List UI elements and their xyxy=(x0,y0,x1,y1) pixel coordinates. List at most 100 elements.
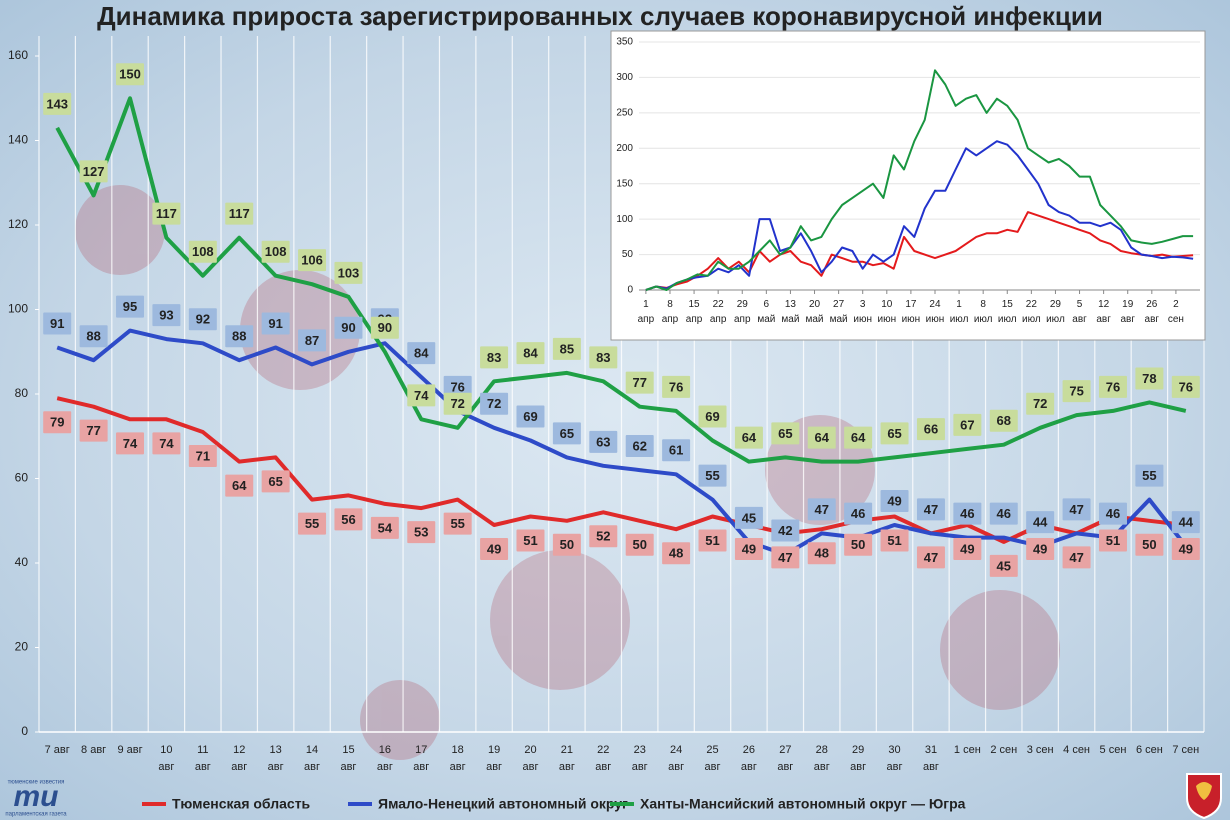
inset-x-tick-label: 10 июн xyxy=(877,299,896,325)
x-tick-label: 8 авг xyxy=(81,744,106,756)
value-label: 44 xyxy=(1033,515,1048,530)
value-label: 88 xyxy=(86,329,100,344)
value-label-box xyxy=(552,422,581,445)
y-tick-label: 60 xyxy=(15,471,29,485)
value-label-box xyxy=(480,346,509,369)
value-label: 55 xyxy=(1142,468,1156,483)
x-tick-label: 14 авг xyxy=(304,744,320,773)
value-label-box xyxy=(1026,537,1055,560)
value-label: 95 xyxy=(123,299,137,314)
logo-bottom: парламентская газета xyxy=(5,812,67,818)
value-label-box xyxy=(880,529,909,552)
value-label-box xyxy=(1171,375,1200,398)
value-label-box xyxy=(734,537,763,560)
x-tick-label: 18 авг xyxy=(450,744,466,773)
inset-y-tick-label: 250 xyxy=(616,107,633,118)
value-label: 117 xyxy=(229,206,250,221)
value-label: 69 xyxy=(523,409,537,424)
value-label-box xyxy=(1135,367,1164,390)
x-tick-label: 30 авг xyxy=(887,744,903,773)
value-label-box xyxy=(589,430,618,453)
value-label-box xyxy=(916,498,945,521)
series-line xyxy=(645,211,1194,291)
inset-y-tick-label: 0 xyxy=(627,285,633,296)
value-label: 76 xyxy=(450,379,464,394)
value-label-box xyxy=(1135,533,1164,556)
value-label-box xyxy=(734,506,763,529)
value-label-box xyxy=(79,160,108,183)
value-label: 65 xyxy=(560,426,574,441)
inset-x-tick-label: 27 май xyxy=(830,299,848,325)
value-label: 77 xyxy=(632,375,646,390)
value-label-box xyxy=(916,418,945,441)
value-label-box xyxy=(989,409,1018,432)
x-tick-label: 2 сен xyxy=(990,744,1017,756)
x-tick-label: 31 авг xyxy=(923,744,939,773)
value-label: 64 xyxy=(742,430,757,445)
value-label: 87 xyxy=(305,333,319,348)
value-label-box xyxy=(298,329,327,352)
value-label-box xyxy=(116,63,145,86)
value-label-box xyxy=(188,240,217,263)
value-label-box xyxy=(261,240,290,263)
value-label: 49 xyxy=(1033,541,1047,556)
value-label: 74 xyxy=(123,436,138,451)
value-label: 46 xyxy=(960,506,974,521)
value-label-box xyxy=(480,392,509,415)
x-tick-label: 12 авг xyxy=(231,744,247,773)
inset-frame xyxy=(610,30,1206,341)
value-label-box xyxy=(1171,511,1200,534)
value-label: 45 xyxy=(742,510,756,525)
value-label-box xyxy=(370,516,399,539)
value-label-box xyxy=(625,371,654,394)
value-label-box xyxy=(298,249,327,272)
y-tick-label: 40 xyxy=(15,555,29,569)
value-label: 91 xyxy=(50,316,64,331)
value-label: 44 xyxy=(1179,515,1194,530)
value-label-box xyxy=(552,533,581,556)
value-label-box xyxy=(844,426,873,449)
value-label-box xyxy=(152,202,181,225)
value-label: 52 xyxy=(596,529,610,544)
y-tick-label: 80 xyxy=(15,386,29,400)
y-tick-label: 160 xyxy=(8,48,28,62)
value-label: 64 xyxy=(815,430,830,445)
value-label: 72 xyxy=(1033,396,1047,411)
value-label-box xyxy=(1098,502,1127,525)
x-tick-label: 5 сен xyxy=(1100,744,1127,756)
inset-x-tick-label: 29 июл xyxy=(1046,299,1065,325)
value-label: 71 xyxy=(196,448,210,463)
value-label: 64 xyxy=(851,430,866,445)
x-tick-label: 23 авг xyxy=(632,744,648,773)
value-label: 48 xyxy=(669,546,683,561)
value-label-box xyxy=(443,392,472,415)
value-label-box xyxy=(79,325,108,348)
value-label: 50 xyxy=(632,537,646,552)
value-label-box xyxy=(698,529,727,552)
value-label-box xyxy=(188,445,217,468)
value-label-box xyxy=(698,464,727,487)
value-label-box xyxy=(880,489,909,512)
value-label: 47 xyxy=(1069,502,1083,517)
x-tick-label: 26 авг xyxy=(741,744,757,773)
value-label: 106 xyxy=(301,253,323,268)
value-label-box xyxy=(589,346,618,369)
x-tick-label: 7 авг xyxy=(45,744,70,756)
inset-y-tick-label: 150 xyxy=(616,178,633,189)
value-label: 50 xyxy=(560,537,574,552)
value-label-box xyxy=(407,342,436,365)
value-label-box xyxy=(953,413,982,436)
value-label-box xyxy=(771,546,800,569)
value-label: 72 xyxy=(487,396,501,411)
value-label: 45 xyxy=(997,558,1011,573)
value-label: 92 xyxy=(196,312,210,327)
value-label: 50 xyxy=(1142,537,1156,552)
value-label: 143 xyxy=(46,96,68,111)
value-label-box xyxy=(1026,392,1055,415)
logo-mark: mu xyxy=(14,780,59,813)
inset-x-tick-label: 22 апр xyxy=(710,299,727,325)
value-label: 108 xyxy=(265,244,287,259)
x-tick-label: 24 авг xyxy=(668,744,684,773)
value-label-box xyxy=(1098,529,1127,552)
